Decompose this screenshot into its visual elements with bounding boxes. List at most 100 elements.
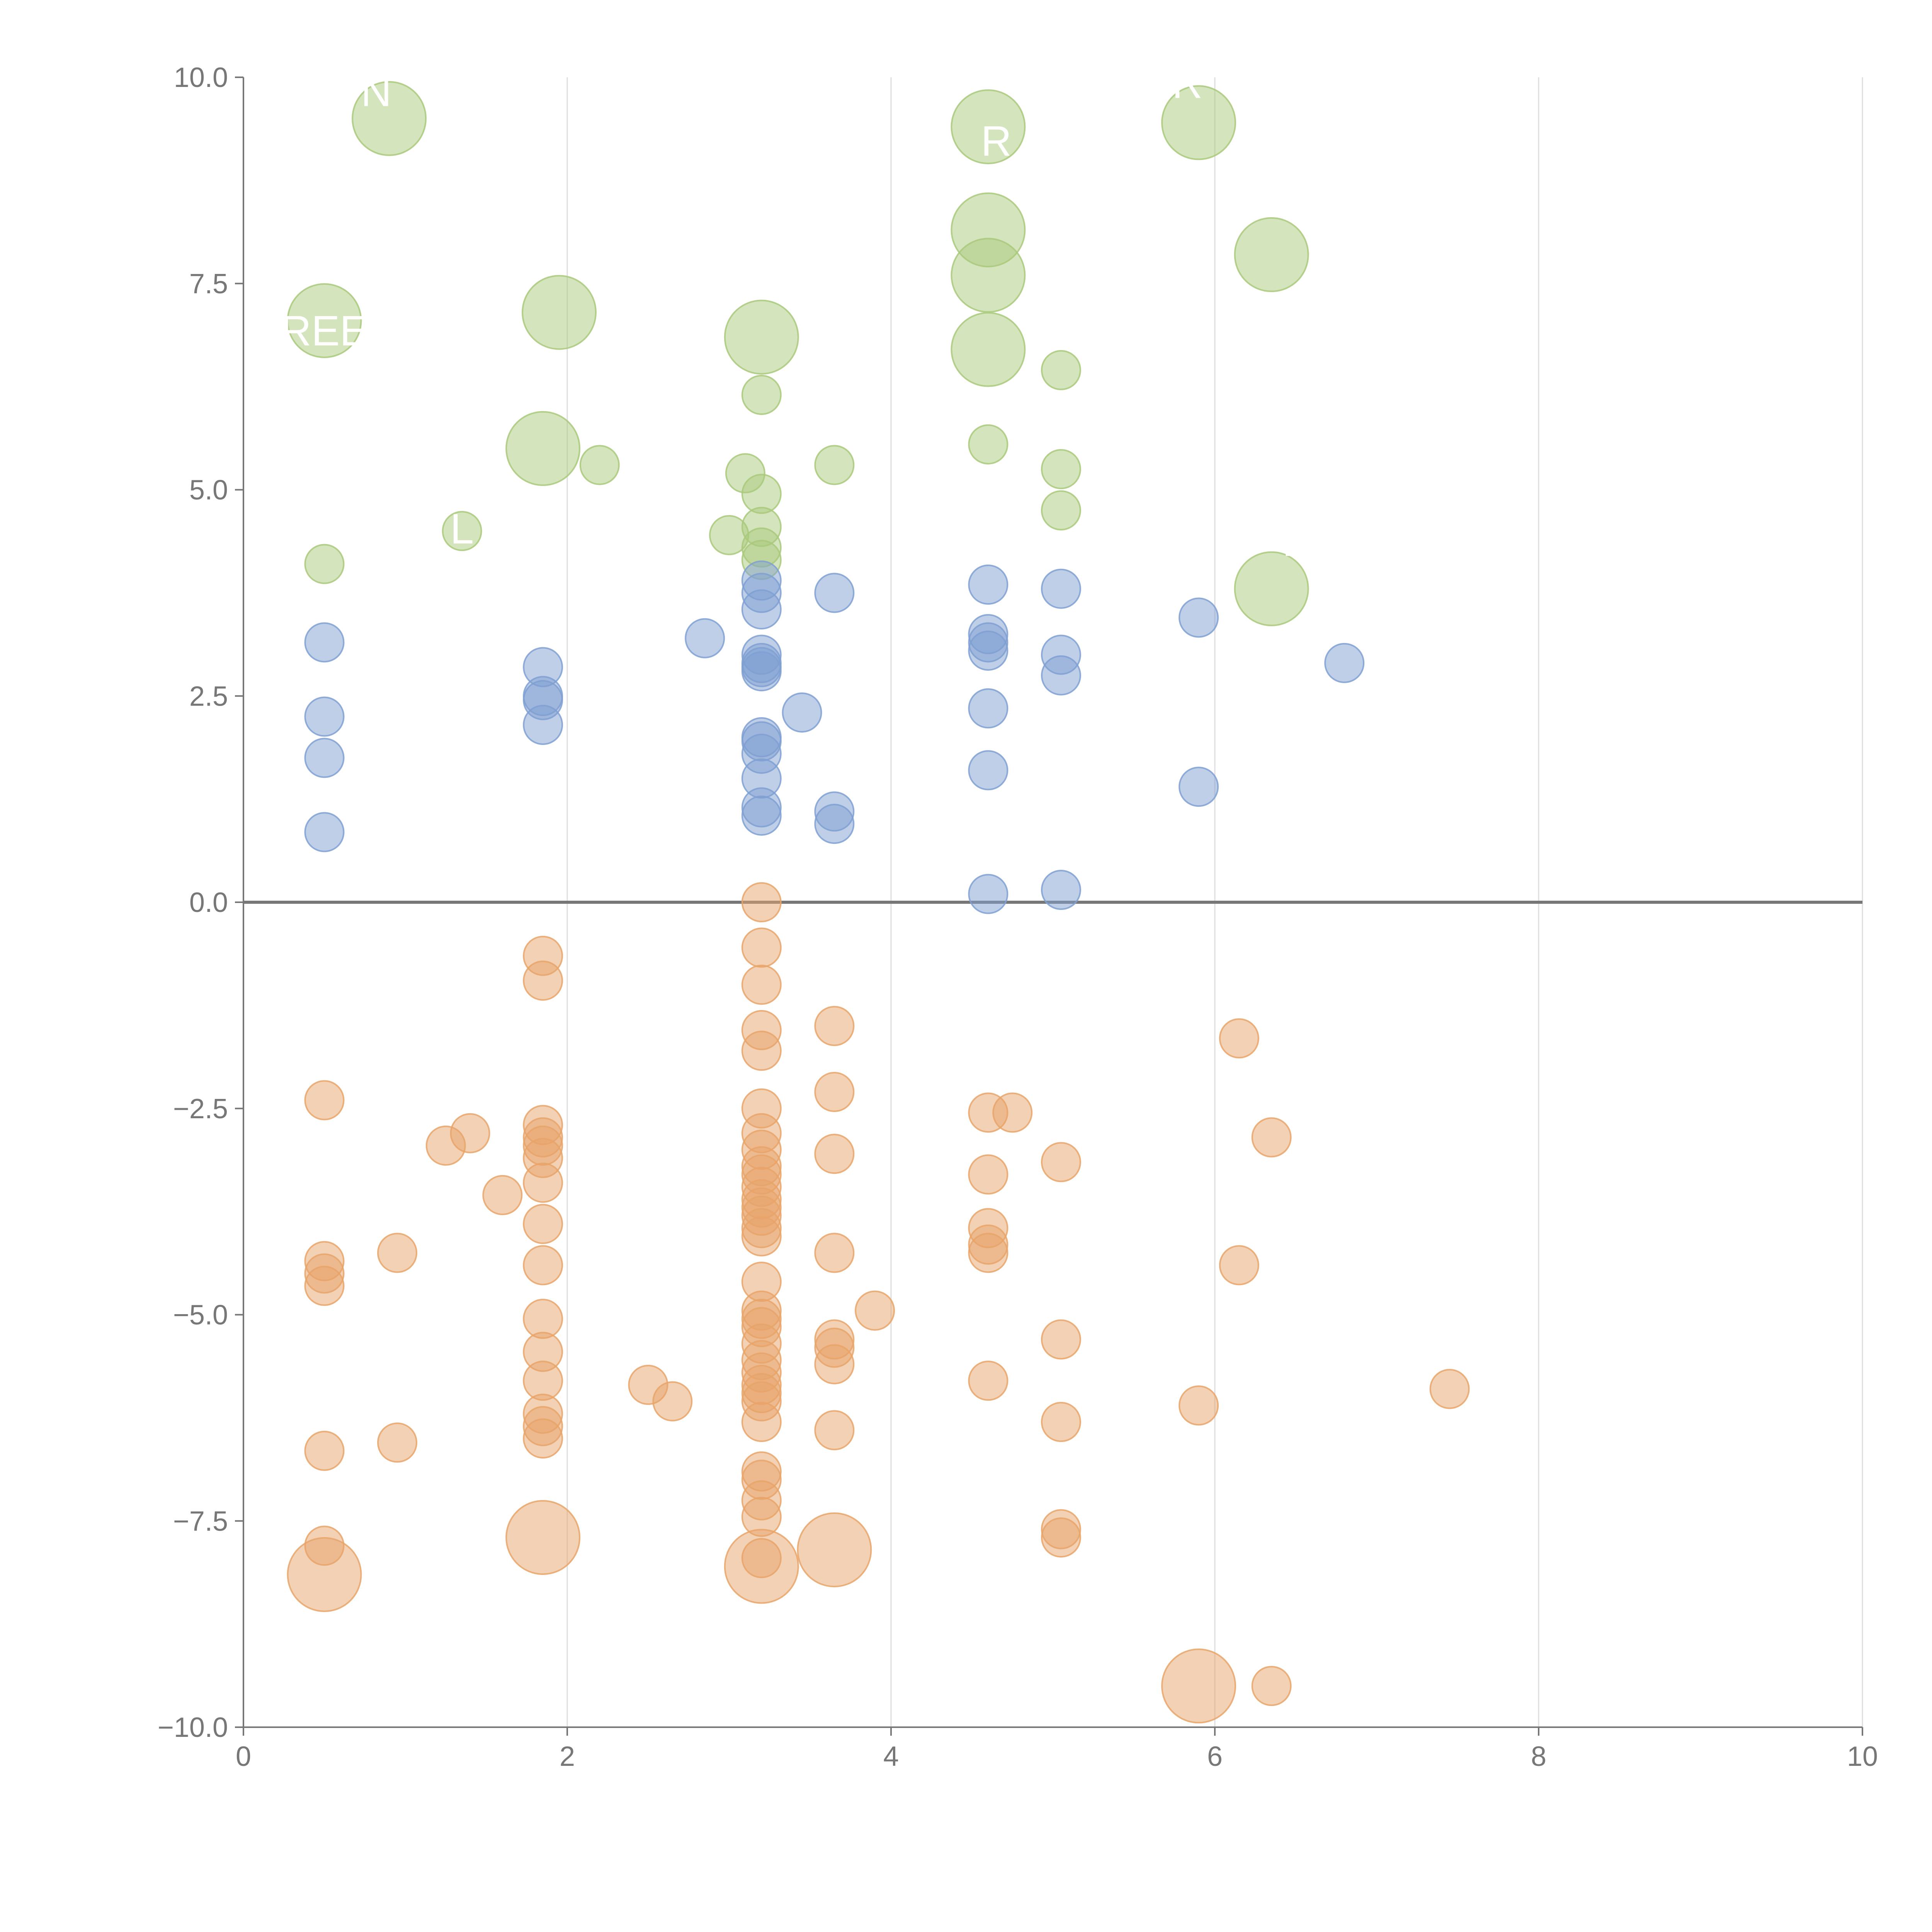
bubble-green	[814, 445, 855, 485]
bubble-blue	[523, 704, 563, 745]
bubble-blue	[685, 618, 725, 658]
bubble-blue	[968, 630, 1009, 671]
bubble-green	[1041, 449, 1081, 490]
bubble-orange	[741, 927, 782, 968]
bubble-green	[968, 424, 1009, 465]
y-tick-label: −10.0	[158, 1712, 228, 1743]
bubble-orange	[1041, 1319, 1081, 1360]
bubble-green	[352, 81, 427, 156]
bubble-blue	[1041, 655, 1081, 696]
x-tick-label: 2	[560, 1741, 575, 1772]
bubble-blue	[741, 651, 782, 692]
bubble-orange	[1161, 1648, 1236, 1724]
bubble-blue	[304, 812, 345, 852]
bubble-green	[1041, 350, 1081, 390]
bubble-orange	[1179, 1385, 1219, 1426]
bubble-orange	[855, 1290, 895, 1331]
bubble-green	[505, 411, 581, 486]
bubble-orange	[741, 1402, 782, 1442]
bubble-orange	[523, 1204, 563, 1244]
bubble-orange	[1041, 1402, 1081, 1442]
bubble-orange	[814, 1072, 855, 1112]
annotation-label: U	[1183, 1598, 1214, 1646]
bubble-green	[442, 511, 482, 551]
bubble-orange	[1041, 1142, 1081, 1182]
y-tick-label: 0.0	[189, 887, 228, 918]
bubble-orange	[724, 1529, 799, 1604]
bubble-orange	[814, 1233, 855, 1273]
annotation-label: R	[981, 117, 1012, 165]
bubble-orange	[1251, 1117, 1292, 1158]
bubble-orange	[741, 1216, 782, 1257]
bubble-orange	[1251, 1666, 1292, 1706]
bubble-orange	[992, 1092, 1033, 1133]
x-tick-label: 6	[1207, 1741, 1223, 1772]
bubble-orange	[304, 1080, 345, 1121]
bubble-green	[1161, 85, 1236, 160]
bubble-blue	[968, 750, 1009, 791]
bubble-orange	[377, 1422, 418, 1463]
bubble-green	[951, 89, 1026, 165]
bubble-blue	[782, 692, 822, 733]
axes: 0 2 4 6 8 10 10.0 7.5 5.0 2.5 0.0 −2.5 −5.0 −7.5 −10.0	[158, 62, 1878, 1772]
y-tick-label: −2.5	[173, 1094, 228, 1124]
bubble-blue	[1179, 597, 1219, 638]
bubble-blue	[304, 622, 345, 663]
bubble-blue	[1041, 568, 1081, 609]
bubble-orange	[741, 882, 782, 922]
bubble-orange	[741, 964, 782, 1005]
bubble-blue	[968, 874, 1009, 914]
bubble-green	[522, 275, 597, 350]
bubble-orange	[304, 1430, 345, 1471]
bubble-blue	[968, 688, 1009, 729]
bubble-green	[1041, 490, 1081, 531]
bubble-orange	[968, 1233, 1009, 1273]
annotation-label: T	[1275, 517, 1301, 565]
bubble-orange	[523, 1245, 563, 1286]
bubble-green	[287, 283, 362, 358]
y-tick-label: −5.0	[173, 1300, 228, 1331]
point-annotations: N R R REE L T U	[281, 60, 1301, 1646]
bubble-blue	[741, 589, 782, 630]
annotation-label: N	[361, 68, 391, 116]
annotation-label: L	[450, 505, 474, 553]
bubble-green	[741, 374, 782, 415]
bubble-orange	[814, 1410, 855, 1451]
bubble-orange	[741, 1031, 782, 1071]
x-tick-label: 0	[236, 1741, 251, 1772]
bubble-orange	[814, 1006, 855, 1046]
annotation-label: R	[1172, 60, 1202, 107]
bubble-orange	[287, 1537, 362, 1612]
bubble-orange	[968, 1154, 1009, 1195]
bubble-blue	[304, 738, 345, 778]
bubble-blue	[814, 573, 855, 613]
bubble-green	[724, 299, 799, 375]
bubble-orange	[968, 1361, 1009, 1401]
bubble-orange	[797, 1512, 872, 1587]
bubble-orange	[1219, 1245, 1259, 1286]
bubble-orange	[1041, 1517, 1081, 1558]
bubble-markers	[287, 81, 1470, 1724]
bubble-orange	[505, 1500, 581, 1575]
x-tick-label: 8	[1531, 1741, 1546, 1772]
bubble-orange	[814, 1134, 855, 1174]
bubble-orange	[482, 1175, 523, 1215]
x-tick-label: 4	[883, 1741, 899, 1772]
bubble-blue	[741, 795, 782, 836]
bubble-blue	[814, 804, 855, 844]
bubble-green	[951, 312, 1026, 387]
bubble-orange	[1429, 1369, 1470, 1409]
bubble-orange	[523, 960, 563, 1001]
y-tick-label: 7.5	[189, 269, 228, 299]
bubble-orange	[1219, 1018, 1259, 1059]
bubble-orange	[523, 1162, 563, 1203]
y-tick-label: 2.5	[189, 681, 228, 712]
y-tick-label: −7.5	[173, 1506, 228, 1537]
bubble-orange	[814, 1344, 855, 1384]
bubble-orange	[523, 1418, 563, 1459]
bubble-green	[1234, 217, 1309, 293]
bubble-green	[951, 238, 1026, 313]
bubble-orange	[652, 1381, 693, 1422]
bubble-green	[579, 445, 620, 485]
bubble-green	[1234, 551, 1309, 626]
